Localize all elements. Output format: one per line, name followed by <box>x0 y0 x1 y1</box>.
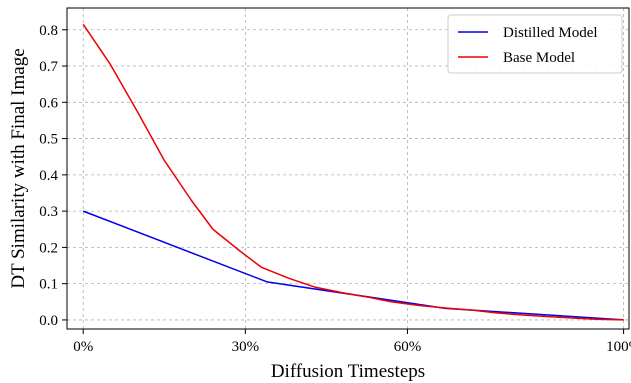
x-tick-label: 60% <box>394 339 422 355</box>
y-tick-label: 0.6 <box>39 95 58 111</box>
x-tick-label: 100% <box>606 339 631 355</box>
y-axis-title: DT Similarity with Final Image <box>8 48 29 288</box>
x-tick-label: 0% <box>73 339 93 355</box>
x-axis-title: Diffusion Timesteps <box>271 361 425 382</box>
y-tick-label: 0.7 <box>39 59 58 75</box>
y-tick-label: 0.5 <box>39 132 58 148</box>
y-tick-label: 0.4 <box>39 168 58 184</box>
legend-box <box>447 14 623 74</box>
axis-ticks: 0% 30% 60% 100% 0.0 0.1 0.2 0.3 0.4 0.5 0.6 0.7 0.8 <box>39 23 631 355</box>
y-tick-label: 0.8 <box>39 23 58 39</box>
y-tick-label: 0.3 <box>39 204 58 220</box>
legend-label-distilled-model: Distilled Model <box>503 25 598 41</box>
plot-frame <box>66 7 630 330</box>
y-tick-label: 0.2 <box>39 240 58 256</box>
y-tick-label: 0.1 <box>39 277 58 293</box>
y-tick-label: 0.0 <box>39 313 58 329</box>
legend: Distilled Model Base Model <box>447 14 623 74</box>
series-line-base-model <box>82 23 624 321</box>
series-line-distilled-model <box>82 210 624 321</box>
legend-label-base-model: Base Model <box>503 50 575 66</box>
series-lines <box>82 23 624 321</box>
x-tick-label: 30% <box>232 339 260 355</box>
